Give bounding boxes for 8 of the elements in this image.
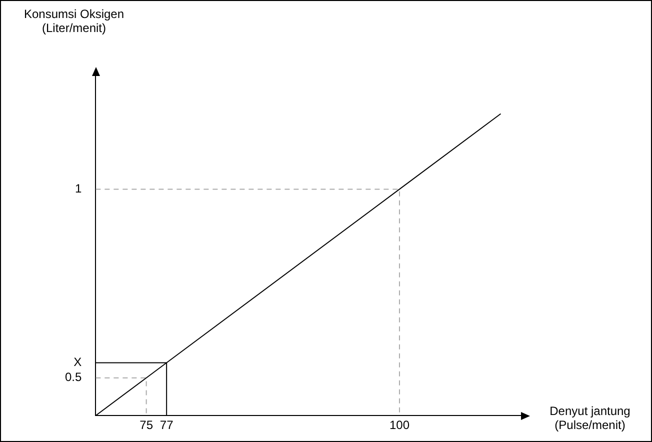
y-tick-label: X [74,355,82,370]
x-tick-label: 77 [160,418,174,432]
x-tick-label: 100 [389,418,410,432]
y-axis-title: Konsumsi Oksigen (Liter/menit) [22,7,126,35]
y-tick-label: 0.5 [64,370,82,384]
x-tick-label: 75 [140,418,154,432]
y-tick-label: 1 [74,182,82,196]
x-axis-title: Denyut jantung (Pulse/menit) [548,404,632,432]
